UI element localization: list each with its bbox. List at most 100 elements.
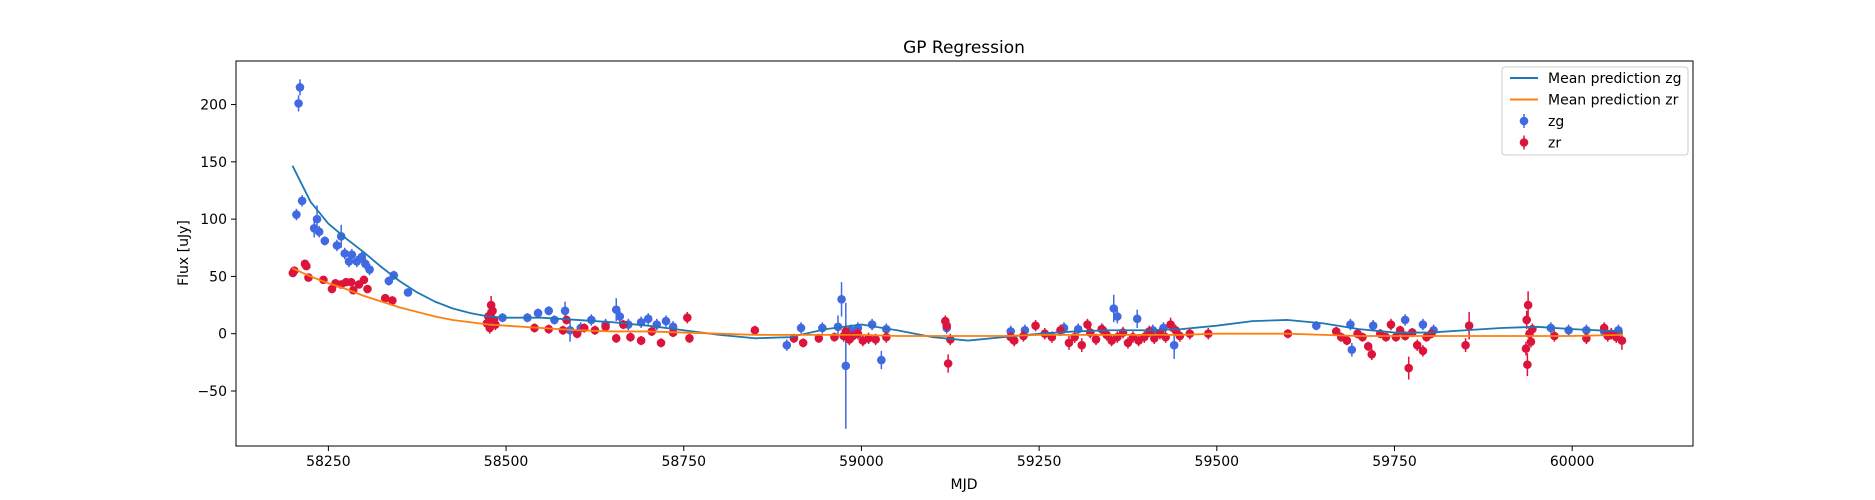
point-zg	[357, 252, 367, 262]
point-zg	[661, 316, 671, 326]
point-zr	[636, 336, 646, 345]
point-zr	[601, 322, 610, 332]
x-tick-label: 59000	[839, 454, 884, 470]
x-tick-label: 59750	[1372, 454, 1417, 470]
point-zr	[572, 329, 582, 339]
point-zr	[1175, 331, 1185, 341]
point-zg	[841, 361, 851, 371]
x-tick-label: 60000	[1550, 454, 1595, 470]
point-zr	[1464, 321, 1474, 330]
legend-label: Mean prediction zg	[1548, 71, 1682, 87]
point-zg	[877, 355, 886, 365]
legend-entry: Mean prediction zg	[1510, 71, 1682, 87]
point-zr	[750, 325, 760, 335]
point-zg	[295, 83, 305, 92]
point-zr	[1077, 340, 1087, 350]
point-zr	[302, 261, 311, 271]
point-zr	[1009, 336, 1019, 345]
point-zr	[871, 335, 880, 344]
point-zr	[1522, 315, 1531, 325]
point-zg	[796, 323, 806, 333]
line-Mean prediction zg	[291, 165, 1623, 342]
point-zg	[336, 232, 346, 241]
point-zr	[1617, 336, 1627, 345]
point-zr	[488, 306, 497, 316]
point-zr	[814, 333, 824, 343]
legend-label: Mean prediction zr	[1548, 93, 1679, 109]
point-zg	[332, 241, 342, 250]
point-zr	[942, 321, 952, 330]
point-zr	[1342, 336, 1352, 345]
point-zg	[1347, 345, 1357, 355]
point-zr	[1521, 344, 1531, 353]
point-zr	[1091, 335, 1101, 344]
point-zg	[320, 236, 330, 246]
point-zg	[365, 265, 374, 274]
chart-title: GP Regression	[903, 38, 1025, 58]
y-tick-label: 100	[200, 212, 227, 228]
point-zg	[615, 312, 625, 321]
point-zg	[782, 340, 792, 350]
point-zg	[1132, 314, 1142, 324]
point-zr	[1381, 332, 1391, 342]
point-zr	[1523, 360, 1532, 369]
point-zg	[347, 250, 357, 259]
point-zr	[388, 296, 397, 305]
point-zr	[611, 333, 621, 343]
point-zr	[1412, 340, 1422, 350]
point-zg	[560, 306, 570, 316]
point-zr	[1404, 363, 1414, 373]
point-zr	[1461, 340, 1470, 350]
y-axis-label: Flux [uJy]	[176, 220, 192, 286]
point-zr	[1526, 337, 1536, 347]
point-zg	[1109, 304, 1119, 313]
point-zg	[294, 99, 303, 108]
y-tick-label: 0	[218, 327, 227, 343]
point-zr	[882, 332, 891, 342]
point-zg	[314, 227, 324, 237]
point-zg	[544, 306, 554, 316]
point-zg	[1113, 312, 1122, 321]
point-zr	[1386, 320, 1396, 329]
point-zr	[1358, 332, 1367, 342]
plot-area	[288, 79, 1627, 429]
point-zg	[1564, 325, 1573, 335]
legend-frame	[1501, 66, 1689, 156]
point-zg	[384, 276, 394, 286]
line-Mean prediction zr	[291, 267, 1623, 337]
point-zr	[1391, 332, 1401, 342]
x-axis-label: MJD	[951, 477, 978, 493]
point-zg	[837, 295, 846, 304]
point-zr	[346, 277, 356, 287]
point-zr	[626, 332, 635, 342]
point-zr	[359, 275, 369, 285]
point-zg	[587, 315, 596, 325]
point-zr	[558, 325, 568, 335]
point-zr	[363, 284, 372, 294]
point-zg	[1400, 315, 1410, 325]
point-zr	[1363, 342, 1373, 351]
point-zr	[685, 333, 694, 343]
x-tick-label: 59500	[1195, 454, 1240, 470]
point-zr	[619, 320, 628, 329]
legend-entry: Mean prediction zr	[1510, 93, 1679, 109]
legend-marker-swatch	[1519, 138, 1529, 147]
y-tick-label: −50	[197, 384, 227, 400]
y-tick-label: 200	[200, 98, 227, 114]
point-zr	[841, 327, 851, 336]
legend-entry: zg	[1519, 114, 1564, 130]
legend-entry: zr	[1519, 135, 1561, 152]
point-zg	[1368, 321, 1378, 330]
legend: Mean prediction zg Mean prediction zr zg zr	[1501, 66, 1689, 156]
point-zg	[1169, 340, 1179, 350]
point-zr	[1031, 321, 1040, 330]
point-zr	[1064, 338, 1074, 348]
point-zr	[853, 329, 863, 339]
point-zg	[292, 210, 301, 219]
point-zg	[550, 315, 559, 325]
point-zr	[1166, 320, 1175, 329]
point-zr	[798, 338, 808, 348]
point-zr	[1123, 338, 1133, 348]
point-zg	[340, 249, 350, 258]
point-zr	[1367, 350, 1377, 359]
